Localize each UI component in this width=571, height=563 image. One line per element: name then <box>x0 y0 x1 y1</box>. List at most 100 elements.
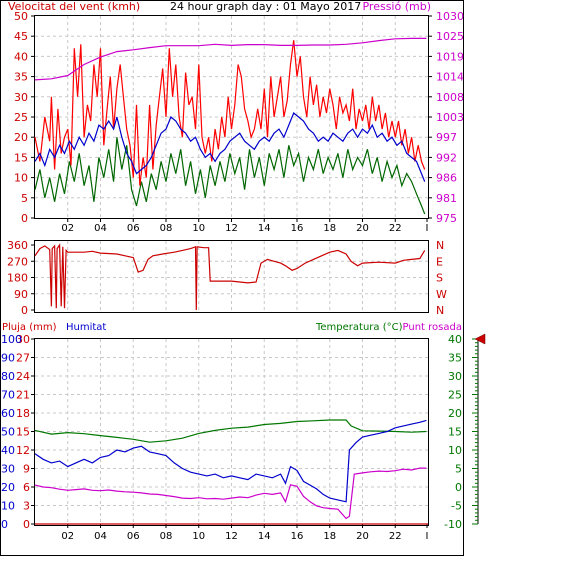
rain-x-tick-label: 12 <box>225 531 238 542</box>
pressure-tick-label: 1008 <box>436 91 464 104</box>
rain-humidity-temp-panel: Pluja (mm) Humitat Temperatura (°C) Punt… <box>1 322 486 542</box>
compass-tick-label: S <box>436 272 443 285</box>
wind-tick-label: 5 <box>21 192 28 205</box>
pressure-y-ticks: 975 981 986 992 997 1003 1008 1014 1019 1025 1030 <box>428 10 464 225</box>
temperature-tick-label: 40 <box>448 333 462 346</box>
rain-grid <box>35 339 428 524</box>
dew-point-axis-label: Punt rosada <box>403 322 462 333</box>
wind-avg-series <box>34 112 426 182</box>
direction-tick-label: 90 <box>14 288 28 301</box>
rain-tick-label: 0 <box>23 518 30 531</box>
wind-pressure-panel: 0 5 10 15 20 25 30 35 40 45 50 975 981 986 992 997 1003… <box>14 10 464 234</box>
direction-series <box>34 243 426 311</box>
wind-tick-label: 0 <box>21 212 28 225</box>
pressure-tick-label: 975 <box>436 212 457 225</box>
wind-x-tick-label: 08 <box>160 223 173 234</box>
wind-x-tick-label: I <box>426 223 429 234</box>
humidity-tick-label: 20 <box>1 481 15 494</box>
temperature-y-ticks: -10 -5 0 5 10 15 20 25 30 35 40 <box>444 333 479 531</box>
rain-tick-label: 18 <box>16 407 30 420</box>
pressure-tick-label: 997 <box>436 131 457 144</box>
humidity-tick-label: 60 <box>1 407 15 420</box>
rain-tick-label: 6 <box>23 481 30 494</box>
pressure-series <box>34 37 427 81</box>
compass-tick-label: W <box>436 288 447 301</box>
wind-x-tick-label: 02 <box>61 223 74 234</box>
wind-x-tick-label: 22 <box>389 223 402 234</box>
humidity-axis-label: Humitat <box>66 322 106 333</box>
rain-tick-label: 12 <box>16 444 30 457</box>
pressure-axis-label: Pressió (mb) <box>362 0 431 13</box>
direction-tick-label: 360 <box>7 239 28 252</box>
wind-x-tick-label: 06 <box>127 223 140 234</box>
rain-x-tick-label: 14 <box>258 531 271 542</box>
rain-x-ticks: 02 04 06 08 10 12 14 16 18 20 22 I <box>61 524 428 542</box>
pressure-tick-label: 1003 <box>436 111 464 124</box>
humidity-tick-label: 30 <box>1 463 15 476</box>
pressure-tick-label: 1030 <box>436 10 464 23</box>
wind-gust-series <box>34 40 426 186</box>
temperature-series <box>34 419 427 443</box>
rain-tick-label: 27 <box>16 352 30 365</box>
rain-x-tick-label: 06 <box>127 531 140 542</box>
wind-x-tick-label: 12 <box>225 223 238 234</box>
temperature-tick-label: -10 <box>444 518 462 531</box>
wind-x-tick-label: 20 <box>356 223 369 234</box>
wind-x-tick-label: 14 <box>258 223 271 234</box>
wind-tick-label: 50 <box>14 10 28 23</box>
temperature-axis-label: Temperatura (°C) <box>315 322 403 333</box>
rain-x-tick-label: 10 <box>192 531 205 542</box>
rain-axis-label: Pluja (mm) <box>2 322 57 333</box>
pressure-tick-label: 992 <box>436 151 457 164</box>
wind-axis-label: Velocitat del vent (kmh) <box>8 0 140 13</box>
wind-x-tick-label: 16 <box>291 223 304 234</box>
wind-tick-label: 10 <box>14 172 28 185</box>
wind-tick-label: 35 <box>14 71 28 84</box>
rain-x-tick-label: 22 <box>389 531 402 542</box>
temperature-tick-label: 0 <box>455 481 462 494</box>
humidity-y-ticks: 0 10 20 30 40 50 60 70 80 90 100 <box>1 333 22 531</box>
pressure-tick-label: 1019 <box>436 50 464 63</box>
rain-tick-label: 9 <box>23 463 30 476</box>
direction-y-ticks: 0 90 180 270 360 <box>7 239 35 317</box>
rain-tick-label: 24 <box>16 370 30 383</box>
humidity-tick-label: 50 <box>1 426 15 439</box>
graph-title: 24 hour graph day : 01 Mayo 2017 <box>170 0 361 13</box>
temperature-tick-label: 20 <box>448 407 462 420</box>
rain-tick-label: 3 <box>23 500 30 513</box>
temperature-tick-label: 10 <box>448 444 462 457</box>
wind-x-tick-label: 04 <box>94 223 107 234</box>
rain-x-tick-label: 20 <box>356 531 369 542</box>
rain-x-tick-label: 08 <box>160 531 173 542</box>
rain-x-tick-label: 04 <box>94 531 107 542</box>
temperature-marker-icon <box>474 333 486 345</box>
rain-x-tick-label: I <box>426 531 429 542</box>
wind-tick-label: 25 <box>14 111 28 124</box>
wind-tick-label: 40 <box>14 50 28 63</box>
wind-y-ticks: 0 5 10 15 20 25 30 35 40 45 50 <box>14 10 35 225</box>
rain-tick-label: 30 <box>16 333 30 346</box>
temperature-tick-label: 15 <box>448 426 462 439</box>
humidity-tick-label: 80 <box>1 370 15 383</box>
wind-x-tick-label: 10 <box>192 223 205 234</box>
humidity-tick-label: 100 <box>1 333 22 346</box>
wind-tick-label: 20 <box>14 131 28 144</box>
compass-tick-label: E <box>436 255 443 268</box>
rain-x-tick-label: 02 <box>61 531 74 542</box>
humidity-tick-label: 0 <box>1 518 8 531</box>
temperature-tick-label: 30 <box>448 370 462 383</box>
humidity-tick-label: 90 <box>1 352 15 365</box>
pressure-tick-label: 986 <box>436 172 457 185</box>
outer-frame <box>0 0 464 556</box>
humidity-tick-label: 10 <box>1 500 15 513</box>
pressure-tick-label: 1025 <box>436 30 464 43</box>
pressure-tick-label: 981 <box>436 192 457 205</box>
wind-x-ticks: 02 04 06 08 10 12 14 16 18 20 22 I <box>61 218 428 234</box>
dew-point-series <box>34 467 427 520</box>
wind-tick-label: 15 <box>14 151 28 164</box>
rain-tick-label: 15 <box>16 426 30 439</box>
temperature-tick-label: 35 <box>448 352 462 365</box>
